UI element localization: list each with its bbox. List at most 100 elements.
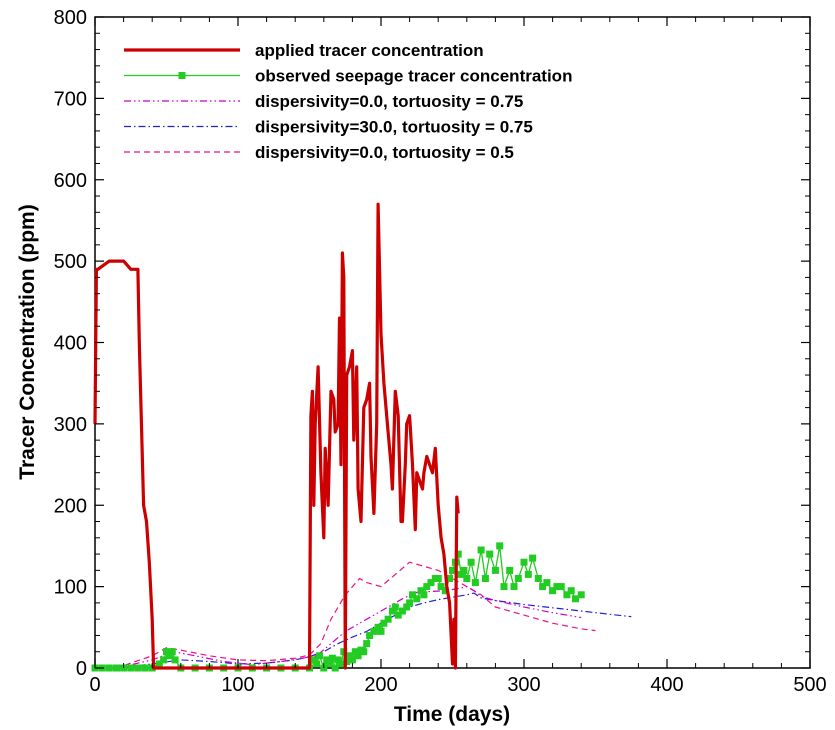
series-line bbox=[94, 585, 582, 669]
data-point-marker bbox=[446, 575, 454, 582]
data-point-marker bbox=[316, 652, 323, 660]
data-point-marker bbox=[406, 599, 414, 607]
legend-label: dispersivity=0.0, tortuosity = 0.75 bbox=[255, 92, 523, 111]
data-point-marker bbox=[437, 583, 445, 591]
data-point-marker bbox=[310, 656, 318, 664]
data-point-marker bbox=[463, 575, 471, 582]
data-point-marker bbox=[328, 654, 336, 662]
series-4 bbox=[94, 561, 596, 669]
data-point-marker bbox=[380, 619, 388, 627]
series-layer bbox=[91, 202, 632, 672]
x-tick-label: 300 bbox=[507, 674, 540, 696]
y-tick-label: 0 bbox=[76, 658, 87, 680]
data-point-marker bbox=[434, 575, 442, 582]
data-point-marker bbox=[524, 570, 532, 578]
data-point-marker bbox=[160, 656, 168, 664]
series-line bbox=[94, 561, 596, 669]
data-point-marker bbox=[351, 648, 359, 656]
data-point-marker bbox=[454, 550, 462, 558]
data-point-marker bbox=[557, 583, 565, 591]
data-point-marker bbox=[553, 583, 561, 591]
y-tick-label: 500 bbox=[54, 251, 87, 273]
legend-label: dispersivity=30.0, tortuosity = 0.75 bbox=[255, 118, 533, 137]
data-point-marker bbox=[491, 566, 499, 574]
x-tick-label: 0 bbox=[89, 674, 100, 696]
x-tick-label: 500 bbox=[793, 674, 826, 696]
legend-entry: observed seepage tracer concentration bbox=[124, 67, 572, 86]
data-point-marker bbox=[567, 587, 575, 595]
data-point-marker bbox=[486, 550, 494, 558]
data-point-marker bbox=[134, 664, 142, 672]
data-point-marker bbox=[366, 632, 374, 639]
data-point-marker bbox=[563, 591, 571, 599]
data-point-marker bbox=[506, 566, 514, 574]
data-point-marker bbox=[427, 579, 435, 587]
x-tick-label: 400 bbox=[650, 674, 683, 696]
y-axis-title: Tracer Concentration (ppm) bbox=[16, 204, 39, 479]
data-point-marker bbox=[481, 575, 489, 582]
data-point-marker bbox=[403, 603, 411, 611]
data-point-marker bbox=[127, 664, 135, 672]
data-point-marker bbox=[423, 583, 431, 591]
data-point-marker bbox=[354, 652, 362, 660]
data-point-marker bbox=[331, 664, 339, 672]
data-point-marker bbox=[529, 554, 537, 562]
x-tick-label: 200 bbox=[364, 674, 397, 696]
series-line bbox=[93, 202, 460, 670]
data-point-marker bbox=[346, 652, 353, 660]
data-point-marker bbox=[417, 587, 425, 595]
series-2 bbox=[94, 585, 582, 669]
data-point-marker bbox=[460, 566, 468, 574]
y-tick-label: 300 bbox=[54, 414, 87, 436]
data-point-marker bbox=[539, 583, 547, 591]
legend-entry: dispersivity=0.0, tortuosity = 0.5 bbox=[124, 143, 514, 162]
data-point-marker bbox=[441, 587, 449, 595]
data-point-marker bbox=[113, 664, 120, 672]
data-point-marker bbox=[394, 611, 402, 619]
data-point-marker bbox=[370, 627, 378, 635]
data-point-marker bbox=[520, 558, 528, 566]
x-tick-label: 100 bbox=[221, 674, 254, 696]
data-point-marker bbox=[467, 558, 475, 566]
data-point-marker bbox=[413, 595, 421, 603]
data-point-marker bbox=[141, 664, 149, 672]
data-point-marker bbox=[384, 615, 392, 623]
data-point-marker bbox=[155, 660, 163, 668]
data-point-marker bbox=[398, 607, 406, 615]
data-point-marker bbox=[391, 603, 399, 611]
data-point-marker bbox=[577, 591, 585, 599]
data-point-marker bbox=[477, 546, 485, 554]
data-point-marker bbox=[171, 656, 179, 664]
series-3 bbox=[94, 592, 632, 669]
data-point-marker bbox=[374, 623, 382, 631]
data-point-marker bbox=[457, 570, 465, 578]
data-point-marker bbox=[168, 648, 176, 656]
data-point-marker bbox=[360, 648, 368, 656]
series-line bbox=[94, 592, 632, 669]
data-point-marker bbox=[363, 640, 371, 648]
data-point-marker bbox=[543, 579, 551, 587]
data-point-marker bbox=[420, 591, 428, 599]
data-point-marker bbox=[449, 566, 456, 574]
data-point-marker bbox=[323, 656, 331, 664]
data-point-marker bbox=[337, 660, 345, 668]
data-point-marker bbox=[377, 627, 385, 635]
series-0 bbox=[93, 202, 460, 670]
data-point-marker bbox=[500, 583, 508, 591]
y-tick-label: 800 bbox=[54, 7, 87, 29]
y-tick-label: 400 bbox=[54, 333, 87, 355]
y-tick-label: 200 bbox=[54, 495, 87, 517]
data-point-marker bbox=[326, 660, 333, 668]
legend-entry: applied tracer concentration bbox=[124, 41, 484, 60]
x-axis-title: Time (days) bbox=[394, 703, 510, 726]
data-point-marker bbox=[510, 583, 518, 591]
series-1 bbox=[91, 542, 585, 672]
data-point-marker bbox=[105, 664, 113, 672]
y-tick-label: 100 bbox=[54, 577, 87, 599]
data-point-marker bbox=[313, 660, 321, 668]
data-point-marker bbox=[388, 607, 396, 615]
legend-label: observed seepage tracer concentration bbox=[255, 67, 572, 86]
y-tick-label: 600 bbox=[54, 170, 87, 192]
data-point-marker bbox=[572, 595, 579, 603]
